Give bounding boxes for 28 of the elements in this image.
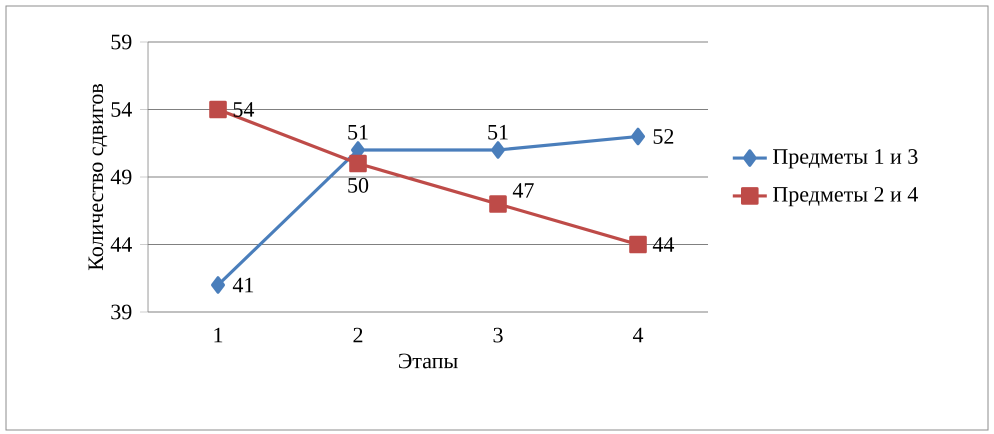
point <box>489 195 507 213</box>
y-tick-label: 54 <box>112 102 132 117</box>
point <box>349 154 367 172</box>
data-label: 41 <box>232 278 254 292</box>
point <box>631 128 646 146</box>
y-tick-label: 39 <box>111 304 132 320</box>
x-tick-label: 3 <box>494 328 503 343</box>
data-label: 47 <box>512 183 534 198</box>
y-tick-label: 49 <box>110 170 132 184</box>
x-axis-title: Этапы <box>399 354 458 368</box>
x-tick-label: 1 <box>214 328 222 342</box>
legend-label: Предметы 2 и 4 <box>773 186 918 206</box>
point <box>629 236 647 254</box>
point <box>491 141 506 159</box>
data-label: 54 <box>234 102 254 117</box>
point <box>211 276 226 294</box>
data-label: 51 <box>488 124 508 140</box>
data-label: 50 <box>348 178 368 193</box>
x-tick-label: 4 <box>632 328 644 342</box>
y-tick-label: 59 <box>112 34 132 50</box>
data-label: 52 <box>654 129 674 144</box>
y-axis-title: Количество сдвигов <box>88 84 108 270</box>
x-tick-label: 2 <box>353 328 362 342</box>
data-label: 51 <box>348 124 368 140</box>
data-label: 44 <box>652 237 674 252</box>
y-tick-label: 44 <box>110 237 132 252</box>
point <box>209 100 227 118</box>
legend-label: Предметы 1 и 3 <box>773 149 918 168</box>
